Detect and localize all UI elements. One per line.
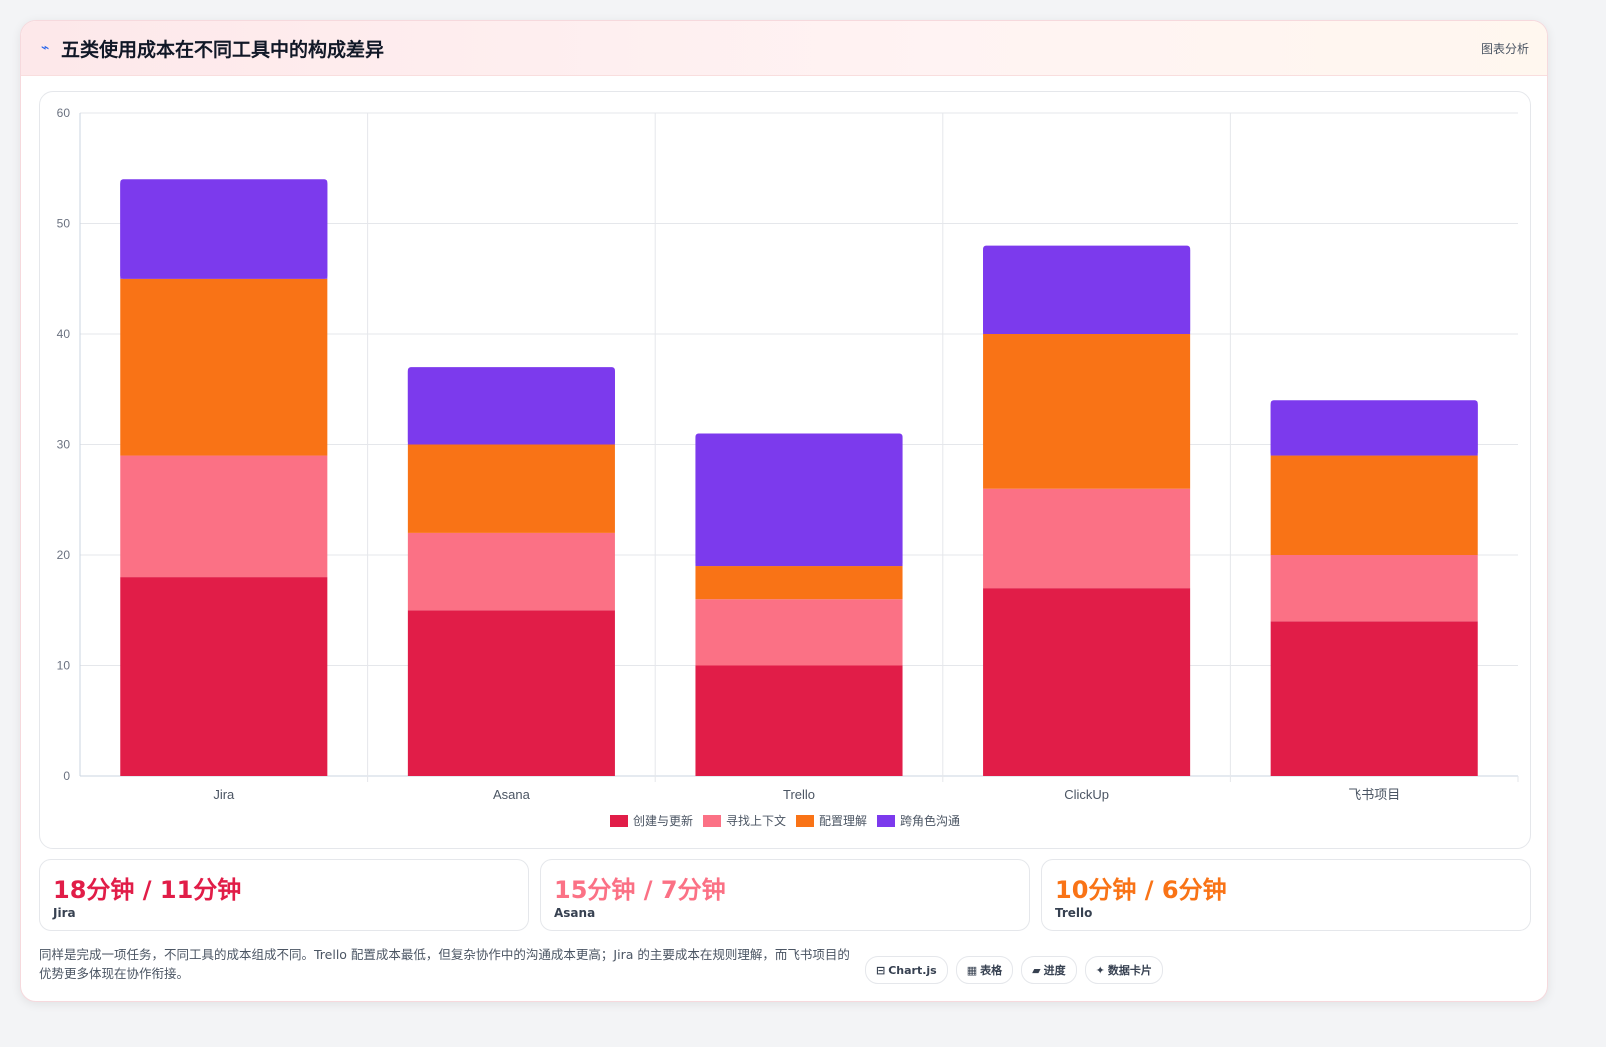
y-tick-label: 10: [57, 659, 71, 673]
stat-label: Jira: [53, 906, 76, 920]
bar-segment: [120, 577, 328, 776]
bar-segment: [407, 444, 615, 533]
stat-value: 18分钟 / 11分钟: [53, 876, 242, 904]
bar-segment: [120, 455, 328, 578]
legend-label: 寻找上下文: [725, 814, 786, 828]
legend-swatch: [796, 814, 814, 827]
chip-label: 数据卡片: [1107, 964, 1152, 977]
card-header: ⌁ 五类使用成本在不同工具中的构成差异 图表分析: [21, 21, 1547, 76]
chip-label: Chart.js: [888, 963, 937, 977]
card-title: 五类使用成本在不同工具中的构成差异: [61, 39, 385, 61]
bar-segment-fill: [983, 249, 1191, 334]
stat-label: Trello: [1055, 906, 1093, 920]
legend-item[interactable]: 创建与更新: [609, 812, 693, 829]
chip-label: 进度: [1043, 964, 1066, 977]
legend-label: 跨角色沟通: [900, 814, 961, 828]
chip-table[interactable]: ▦ 表格: [955, 956, 1014, 984]
y-tick-label: 20: [57, 548, 71, 562]
x-tick-label: ClickUp: [1064, 787, 1109, 802]
bar-segment: [1270, 455, 1478, 555]
table-icon: ▦: [966, 963, 978, 977]
bar-segment: [695, 665, 903, 776]
legend-item[interactable]: 配置理解: [796, 812, 867, 829]
stat-card-asana: 15分钟 / 7分钟 Asana: [540, 859, 1030, 931]
x-tick-label: Asana: [493, 787, 531, 802]
y-tick-label: 60: [57, 106, 71, 120]
bar-segment: [983, 488, 1191, 589]
stat-value: 10分钟 / 6分钟: [1055, 876, 1227, 904]
y-tick-label: 40: [57, 327, 71, 341]
stat-card-jira: 18分钟 / 11分钟 Jira: [39, 859, 529, 931]
x-tick-label: Trello: [783, 787, 815, 802]
chart-legend: 创建与更新 寻找上下文 配置理解 跨角色沟通: [40, 812, 1530, 829]
x-tick-label: 飞书项目: [1348, 787, 1400, 802]
y-tick-label: 50: [57, 217, 71, 231]
bar-segment-fill: [407, 371, 615, 445]
bar-segment: [983, 334, 1191, 489]
chip-label: 表格: [980, 964, 1003, 977]
bar-segment: [120, 278, 328, 456]
legend-label: 创建与更新: [632, 814, 693, 828]
chart-line-icon: ⌁: [41, 40, 50, 56]
legend-swatch: [877, 814, 896, 827]
chart-icon: ⊟: [876, 963, 886, 977]
legend-label: 配置理解: [819, 814, 868, 828]
chart-card: ⌁ 五类使用成本在不同工具中的构成差异 图表分析 0 10 20 30 40 50 60 Ji…: [20, 20, 1548, 1002]
bar-segment: [1270, 621, 1478, 776]
stat-card-trello: 10分钟 / 6分钟 Trello: [1041, 859, 1531, 931]
legend-swatch: [702, 814, 721, 827]
stat-label: Asana: [554, 906, 596, 920]
chart-note: 同样是完成一项任务，不同工具的成本组成不同。Trello 配置成本最低，但复杂协…: [39, 947, 850, 981]
chip-data-cards[interactable]: ✦ 数据卡片: [1084, 956, 1163, 984]
feature-chips: ⊟ Chart.js ▦ 表格 ▰ 进度 ✦ 数据卡片: [865, 956, 1163, 984]
bar-segment-fill: [695, 437, 903, 567]
bar-segment: [695, 599, 903, 666]
chip-chartjs[interactable]: ⊟ Chart.js: [865, 956, 948, 984]
legend-item[interactable]: 寻找上下文: [702, 812, 786, 829]
y-tick-label: 0: [63, 769, 70, 783]
stacked-bar-chart: 0 10 20 30 40 50 60 Jira Asana Trello ClickUp 飞书项目: [57, 106, 1519, 802]
bar-segment-fill: [1270, 404, 1478, 456]
sparkle-icon: ✦: [1095, 963, 1105, 977]
x-tick-label: Jira: [213, 787, 235, 802]
chart-panel: 0 10 20 30 40 50 60 Jira Asana Trello ClickUp 飞书项目 …: [39, 91, 1531, 849]
stat-value: 15分钟 / 7分钟: [554, 876, 726, 904]
bar-segment: [407, 610, 615, 776]
y-tick-label: 30: [57, 438, 71, 452]
bar-segment: [1270, 555, 1478, 622]
chart-analysis-tag: 图表分析: [1480, 42, 1529, 56]
legend-item[interactable]: 跨角色沟通: [877, 812, 960, 829]
progress-icon: ▰: [1032, 963, 1041, 977]
legend-swatch: [609, 814, 628, 827]
bar-segment-fill: [120, 183, 328, 279]
bar-segment: [695, 566, 903, 600]
bar-segment: [407, 532, 615, 611]
chip-progress[interactable]: ▰ 进度: [1021, 956, 1077, 984]
bar-segment: [983, 588, 1191, 776]
